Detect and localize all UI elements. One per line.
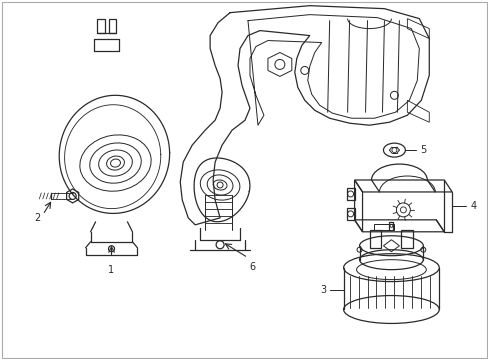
Text: 5: 5 xyxy=(420,145,426,155)
Text: 2: 2 xyxy=(35,213,41,223)
Text: 6: 6 xyxy=(248,262,255,272)
Text: 3: 3 xyxy=(320,284,326,294)
Text: 4: 4 xyxy=(469,201,475,211)
Text: 1: 1 xyxy=(108,265,114,275)
